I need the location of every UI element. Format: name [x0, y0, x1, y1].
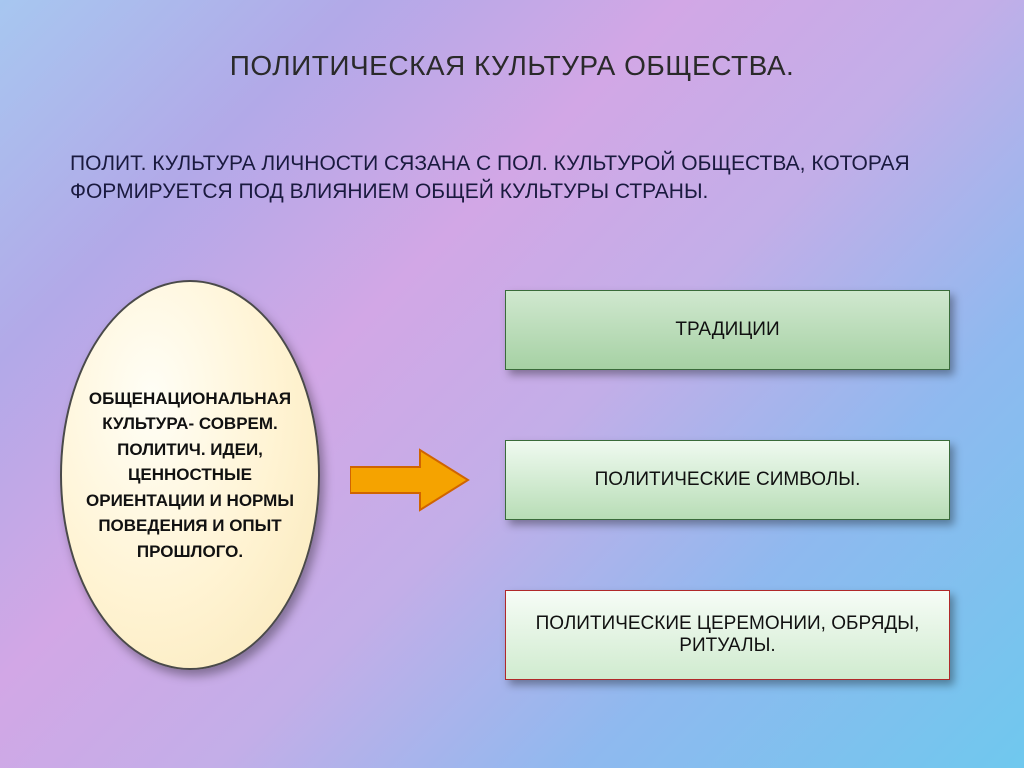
box-ceremonies: ПОЛИТИЧЕСКИЕ ЦЕРЕМОНИИ, ОБРЯДЫ, РИТУАЛЫ.: [505, 590, 950, 680]
arrow-icon: [350, 445, 470, 515]
box-traditions: ТРАДИЦИИ: [505, 290, 950, 370]
ellipse-text: ОБЩЕНАЦИОНАЛЬНАЯ КУЛЬТУРА- СОВРЕМ. ПОЛИТ…: [82, 386, 298, 565]
box-label: ТРАДИЦИИ: [675, 319, 779, 341]
slide-title: ПОЛИТИЧЕСКАЯ КУЛЬТУРА ОБЩЕСТВА.: [0, 50, 1024, 82]
slide-subtitle: ПОЛИТ. КУЛЬТУРА ЛИЧНОСТИ СЯЗАНА С ПОЛ. К…: [70, 150, 950, 207]
box-label: ПОЛИТИЧЕСКИЕ СИМВОЛЫ.: [595, 469, 861, 491]
slide: ПОЛИТИЧЕСКАЯ КУЛЬТУРА ОБЩЕСТВА. ПОЛИТ. К…: [0, 0, 1024, 768]
concept-ellipse: ОБЩЕНАЦИОНАЛЬНАЯ КУЛЬТУРА- СОВРЕМ. ПОЛИТ…: [60, 280, 320, 670]
box-symbols: ПОЛИТИЧЕСКИЕ СИМВОЛЫ.: [505, 440, 950, 520]
box-label: ПОЛИТИЧЕСКИЕ ЦЕРЕМОНИИ, ОБРЯДЫ, РИТУАЛЫ.: [518, 613, 937, 657]
